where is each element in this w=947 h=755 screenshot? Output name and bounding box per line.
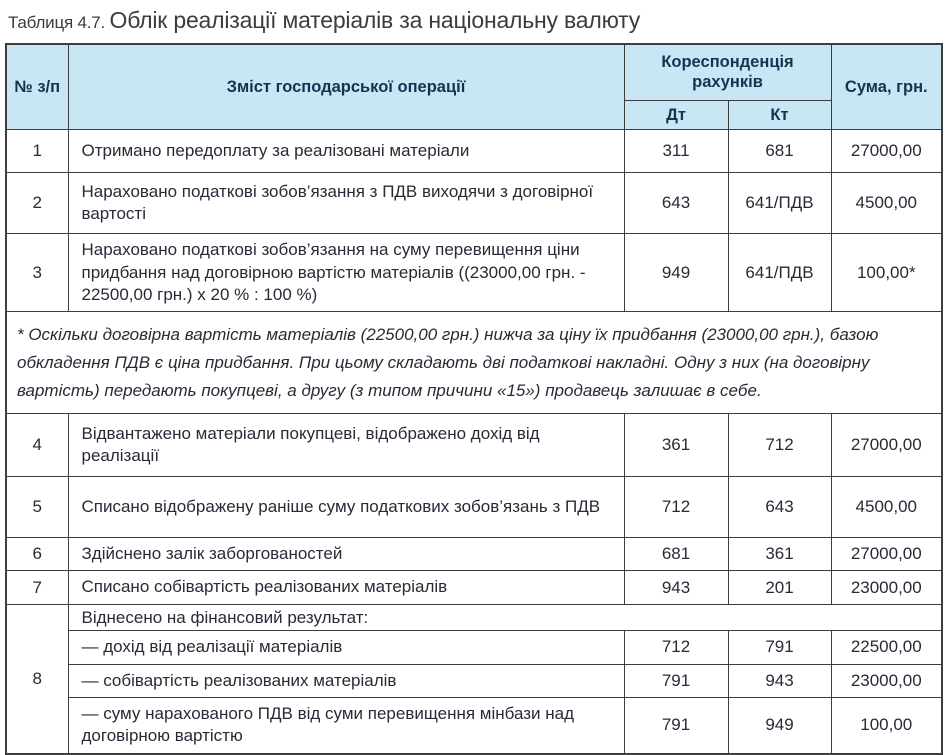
operation-cell: — дохід від реалізації матеріалів <box>67 630 625 665</box>
table-row: — суму нарахованого ПДВ від суми перевищ… <box>6 697 943 755</box>
table-row: 2 Нараховано податкові зобов’язання з ПДВ… <box>5 172 943 235</box>
amount-cell: 4500,00 <box>830 172 943 235</box>
row-number-cell: 5 <box>5 476 69 539</box>
header-amount-column: Сума, грн. <box>830 43 943 131</box>
debit-cell: 681 <box>623 537 729 572</box>
debit-cell: 311 <box>623 129 729 174</box>
debit-cell: 791 <box>623 697 729 755</box>
operation-cell: Відвантажено матеріали покупцеві, відобр… <box>67 413 625 478</box>
table-row: — собівартість реалізованих матеріалів 79… <box>6 663 943 699</box>
header-number-column: № з/п <box>5 43 69 131</box>
table-row: * Оскільки договірна вартість матеріалів… <box>5 311 943 415</box>
amount-cell: 27000,00 <box>830 413 943 478</box>
credit-cell: 643 <box>727 476 832 539</box>
credit-cell: 361 <box>727 537 832 572</box>
header-row-top: № з/п Зміст господарської операції Корес… <box>5 43 943 131</box>
amount-cell: 4500,00 <box>830 476 943 539</box>
accounting-operations-table: № з/п Зміст господарської операції Корес… <box>5 43 944 755</box>
table-header: № з/п Зміст господарської операції Корес… <box>5 43 943 131</box>
credit-cell: 791 <box>727 630 832 665</box>
amount-cell: 22500,00 <box>830 630 943 665</box>
operation-cell: — суму нарахованого ПДВ від суми перевищ… <box>67 697 625 755</box>
row-number-cell: 2 <box>5 172 69 235</box>
table-caption: Таблиця 4.7. Облік реалізації матеріалів… <box>8 7 941 34</box>
header-row-sub: Дт Кт <box>6 99 942 131</box>
table-row: 4 Відвантажено матеріали покупцеві, відоб… <box>5 413 943 478</box>
credit-cell: 712 <box>727 413 832 478</box>
debit-cell: 712 <box>623 630 729 665</box>
row-number-cell: 8 <box>5 603 69 755</box>
row-number-cell: 4 <box>5 413 69 478</box>
operation-cell: Списано відображену раніше суму податков… <box>67 476 625 539</box>
row-number-cell: 6 <box>5 537 69 572</box>
table-number-label: Таблиця 4.7. <box>8 13 106 32</box>
debit-cell: 943 <box>623 570 729 605</box>
debit-cell: 791 <box>623 663 729 699</box>
group-label-cell: Віднесено на фінансовий результат: <box>67 603 943 632</box>
row-number-cell: 1 <box>5 129 69 174</box>
amount-cell: 27000,00 <box>830 129 943 174</box>
table-row: 6 Здійснено залік заборгованостей 681 361 27… <box>5 537 943 572</box>
header-debit-column: Дт <box>623 99 729 131</box>
credit-cell: 943 <box>727 663 832 699</box>
debit-cell: 643 <box>623 172 729 235</box>
row-number-cell: 7 <box>5 570 69 605</box>
credit-cell: 201 <box>727 570 832 605</box>
operation-cell: Списано собівартість реалізованих матері… <box>67 570 625 605</box>
amount-cell: 27000,00 <box>830 537 943 572</box>
amount-cell: 23000,00 <box>830 570 943 605</box>
operation-cell: — собівартість реалізованих матеріалів <box>67 663 625 699</box>
table-row: — дохід від реалізації матеріалів 712 791 2… <box>6 630 943 665</box>
header-correspondence-group: Кореспонденція рахунків <box>623 43 832 101</box>
amount-cell: 23000,00 <box>830 663 943 699</box>
credit-cell: 681 <box>727 129 832 174</box>
credit-cell: 641/ПДВ <box>727 233 832 313</box>
debit-cell: 949 <box>623 233 729 313</box>
credit-cell: 949 <box>727 697 832 755</box>
table-row: 3 Нараховано податкові зобов’язання на су… <box>5 233 943 313</box>
table-row: 5 Списано відображену раніше суму податко… <box>5 476 943 539</box>
table-row: 8 Віднесено на фінансовий результат: <box>5 603 943 755</box>
row-number-cell: 3 <box>5 233 69 313</box>
table-body: 1 Отримано передоплату за реалізовані мат… <box>5 129 943 755</box>
footnote-cell: * Оскільки договірна вартість матеріалів… <box>5 311 943 415</box>
operation-cell: Нараховано податкові зобов’язання на сум… <box>67 233 625 313</box>
operation-cell: Здійснено залік заборгованостей <box>67 537 625 572</box>
header-operation-column: Зміст господарської операції <box>67 43 625 131</box>
amount-cell: 100,00* <box>830 233 943 313</box>
debit-cell: 361 <box>623 413 729 478</box>
debit-cell: 712 <box>623 476 729 539</box>
operation-cell: Нараховано податкові зобов’язання з ПДВ … <box>67 172 625 235</box>
credit-cell: 641/ПДВ <box>727 172 832 235</box>
amount-cell: 100,00 <box>830 697 943 755</box>
table-row: 7 Списано собівартість реалізованих матер… <box>5 570 943 605</box>
header-credit-column: Кт <box>727 99 832 131</box>
table-row: 1 Отримано передоплату за реалізовані мат… <box>5 129 943 174</box>
operation-cell: Отримано передоплату за реалізовані мате… <box>67 129 625 174</box>
page-title: Облік реалізації матеріалів за національ… <box>109 7 641 33</box>
